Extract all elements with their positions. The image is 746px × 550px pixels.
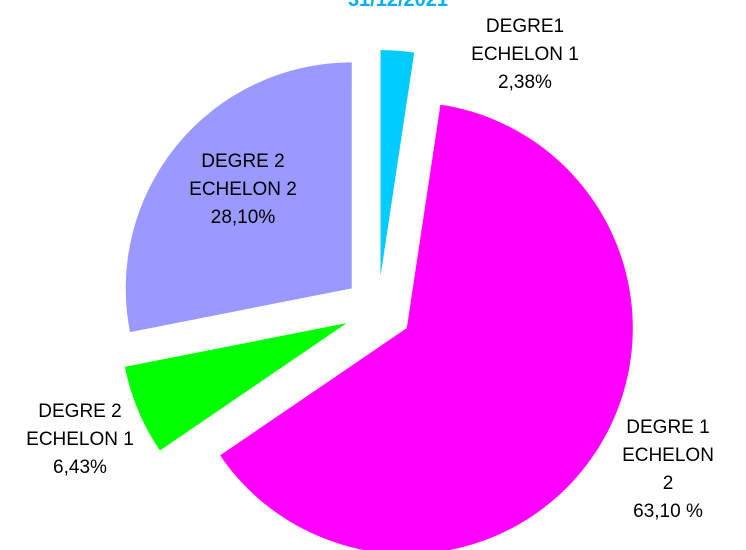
value-label: 63,10 % [633, 501, 703, 522]
slice-label: DEGRE1 ECHELON 1 2,38% [471, 13, 579, 97]
slice-label: DEGRE 2 ECHELON 1 6,43% [26, 398, 134, 482]
category-label: DEGRE1 ECHELON 1 [471, 16, 579, 65]
category-label: DEGRE 2 ECHELON 2 [189, 151, 297, 200]
pie-slice [124, 323, 347, 451]
value-label: 28,10% [210, 207, 276, 228]
pie-slice [220, 104, 633, 550]
pie-slice [125, 62, 352, 333]
pie-slice [380, 50, 415, 277]
value-label: 2,38% [498, 72, 552, 93]
value-label: 6,43% [53, 457, 107, 478]
chart-title: 31/12/2021 [348, 0, 448, 11]
category-label: DEGRE 2 ECHELON 1 [26, 401, 134, 450]
category-label: DEGRE 1 ECHELON 2 [622, 417, 714, 494]
slice-label: DEGRE 2 ECHELON 2 28,10% [189, 148, 297, 232]
slice-label: DEGRE 1 ECHELON 2 63,10 % [622, 414, 714, 526]
